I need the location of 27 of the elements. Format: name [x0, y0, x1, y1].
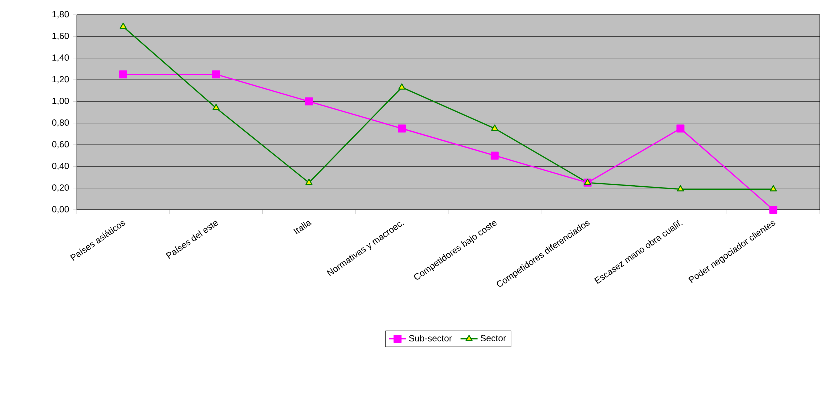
y-tick-label: 1,20: [52, 76, 70, 84]
y-tick-label: 0,80: [52, 120, 70, 128]
point: [770, 185, 778, 192]
y-tick-label: 1,80: [52, 11, 70, 19]
point: [212, 70, 220, 79]
x-tick-label: Italia: [294, 221, 312, 235]
y-tick-label: 0,20: [52, 184, 70, 192]
point: [398, 124, 406, 133]
point: [770, 206, 778, 214]
point: [120, 22, 127, 30]
point: [398, 84, 406, 90]
y-tick-label: 1,40: [52, 54, 70, 62]
point: [676, 124, 685, 133]
point: [306, 178, 313, 186]
legend-label: Sector: [480, 335, 506, 342]
point: [677, 185, 684, 192]
point: [212, 104, 220, 110]
y-tick-label: 1,60: [52, 32, 70, 40]
point: [491, 124, 498, 131]
y-tick-label: 0,40: [52, 162, 70, 170]
point: [119, 70, 128, 79]
y-tick-label: 0,60: [52, 141, 70, 149]
point: [490, 152, 499, 160]
legend-label: Sub-sector: [409, 335, 452, 342]
point: [305, 98, 314, 106]
y-tick-label: 1,00: [52, 98, 70, 106]
y-tick-label: 0,00: [52, 206, 70, 214]
